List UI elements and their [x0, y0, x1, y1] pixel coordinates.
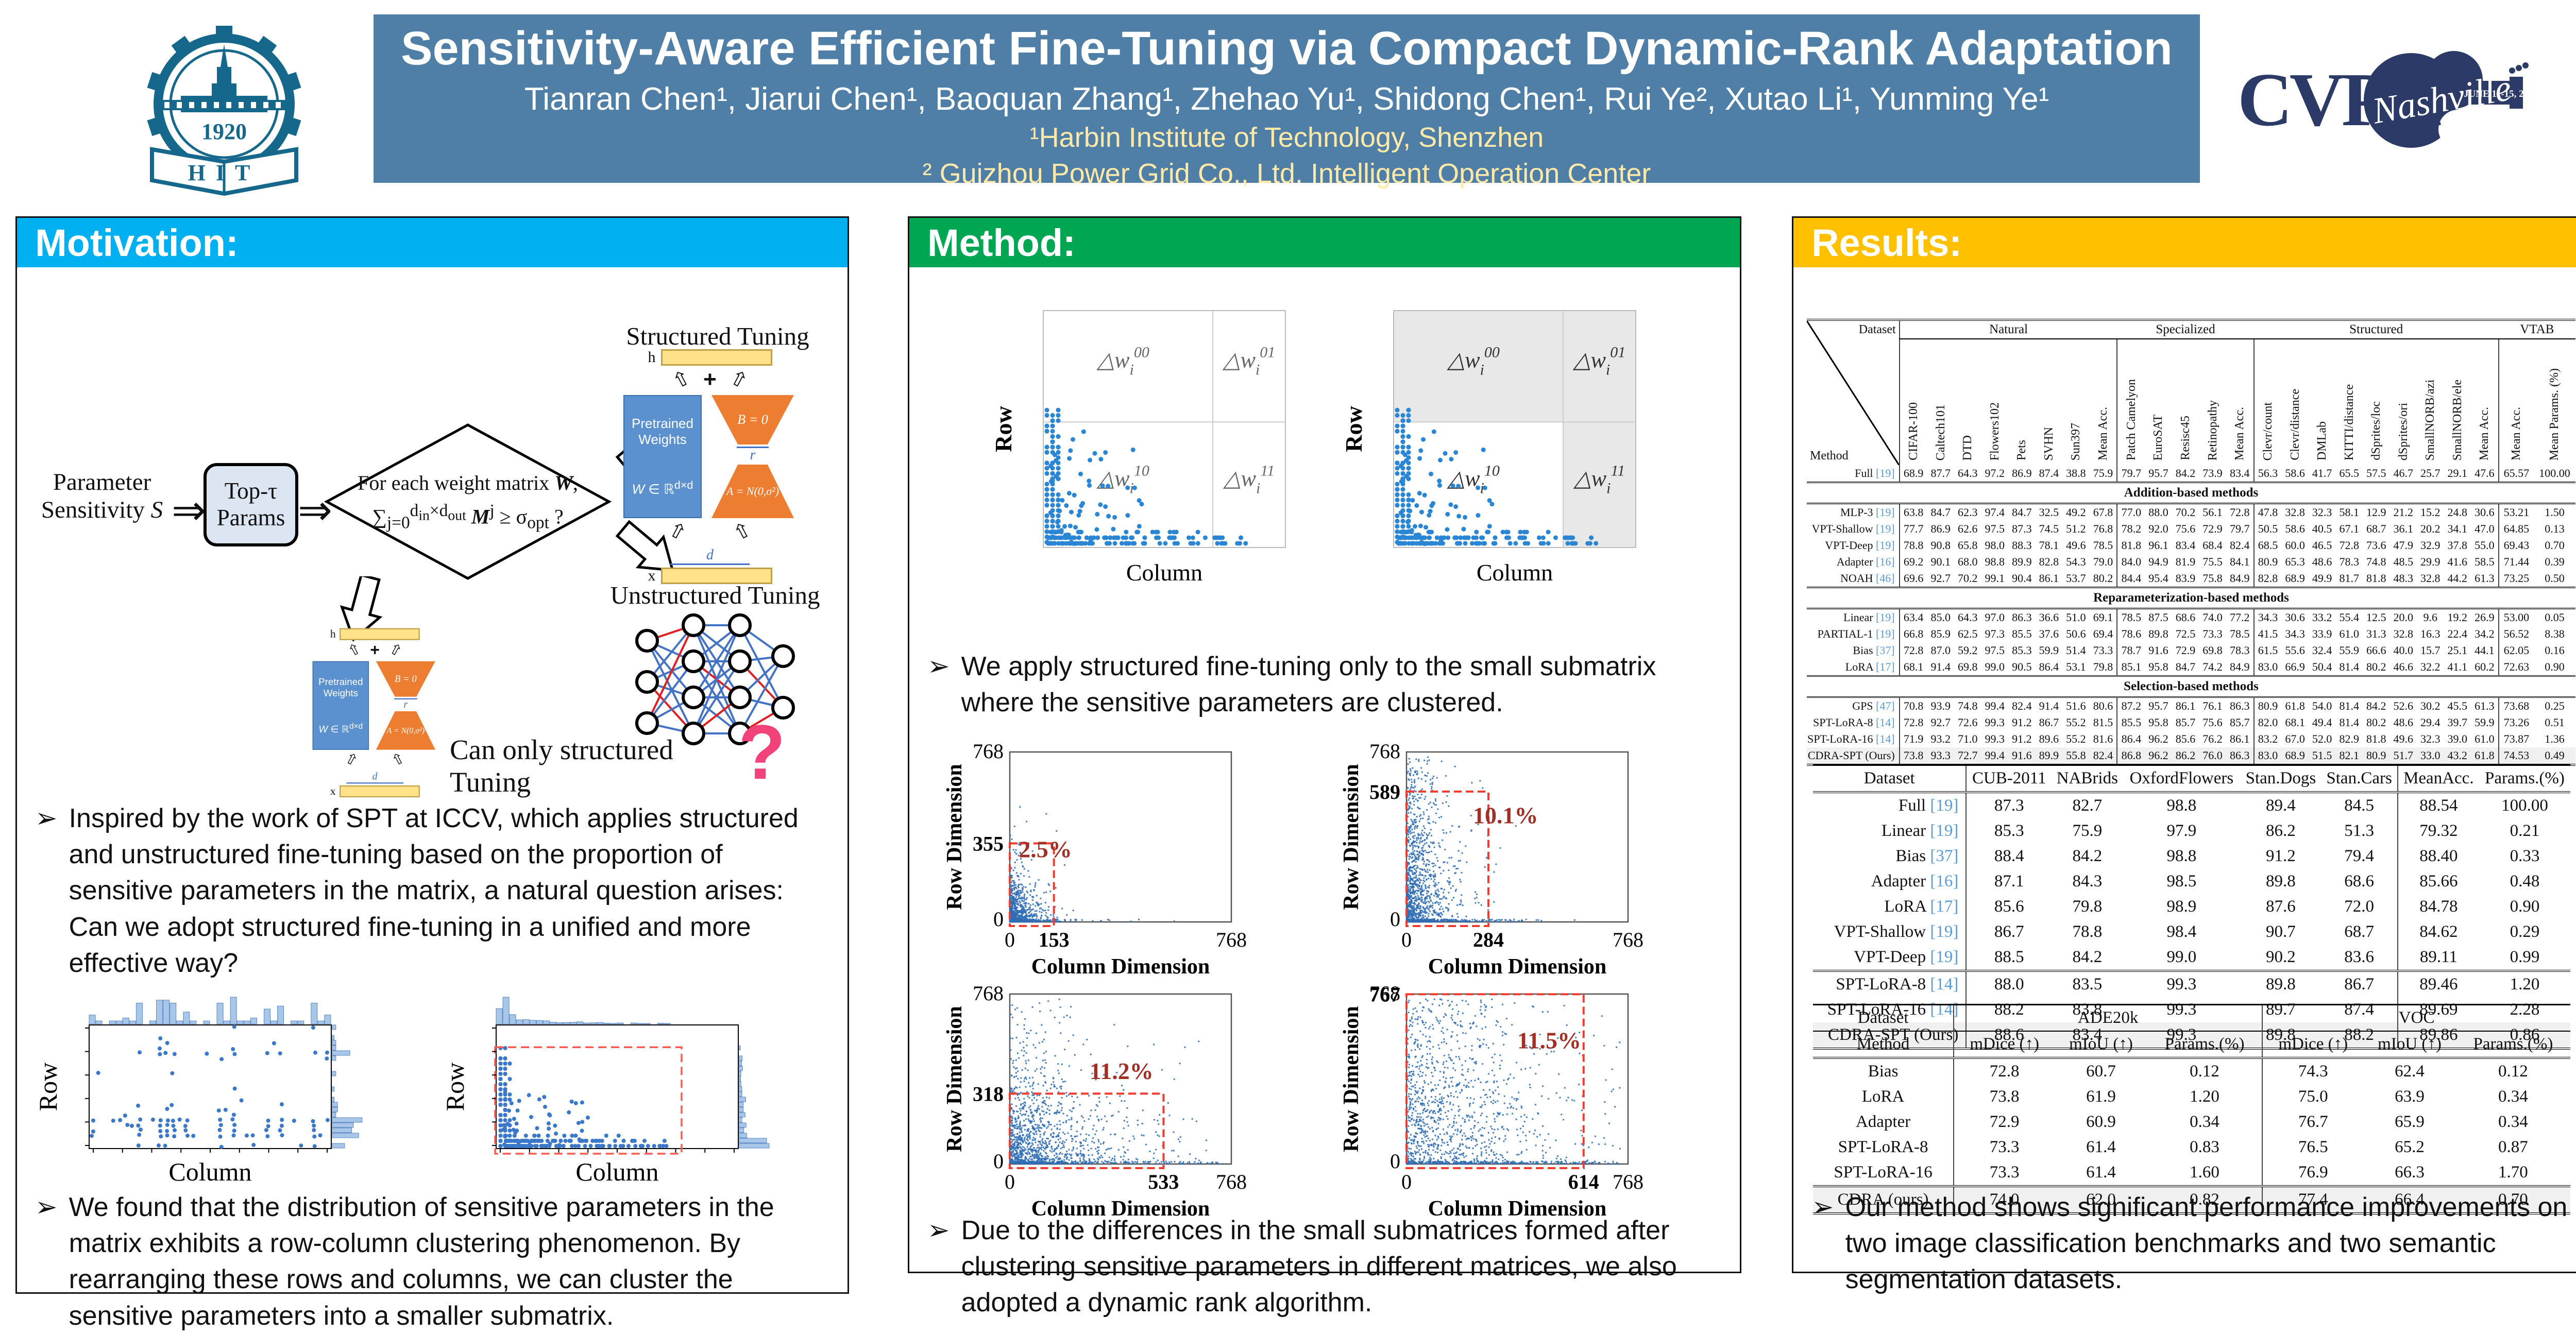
block-arrow-down-icon	[615, 520, 674, 572]
svg-text:JUNE 11-15, 2025: JUNE 11-15, 2025	[2464, 89, 2532, 99]
svg-text:768: 768	[1369, 740, 1400, 763]
svg-text:768: 768	[1613, 928, 1643, 951]
segmentation-table: Dataset ADE20k VOC Method mDice (↑) mIoU (↑) P…	[1813, 1004, 2570, 1214]
motivation-heading: Motivation:	[17, 218, 848, 267]
structured-tuning-label: Structured Tuning	[626, 322, 809, 350]
jointplot-before: Row Column	[30, 991, 421, 1192]
lora-diagram-small: h ⇧ + ⇧ Pretrained Weights W ∈ ℝd×d B = 0 r …	[308, 628, 442, 798]
svg-text:Row Dimension: Row Dimension	[943, 764, 967, 910]
method-bullet-2: ➢ Due to the differences in the small su…	[927, 1212, 1716, 1321]
bullet-arrow-icon: ➢	[927, 652, 950, 681]
svg-text:Column: Column	[575, 1157, 658, 1186]
authors-line: Tianran Chen¹, Jiarui Chen¹, Baoquan Zha…	[524, 81, 2049, 117]
svg-text:Row: Row	[33, 1063, 62, 1111]
svg-text:△wi11: △wi11	[1223, 462, 1275, 497]
double-arrow-icon: ⇒	[172, 487, 207, 533]
svg-text:Column: Column	[168, 1157, 251, 1186]
cvpr-nashville-logo: CVPR Nashville JUNE 11-15, 2025	[2233, 28, 2538, 167]
svg-text:△wi10: △wi10	[1096, 462, 1149, 497]
motivation-section: Motivation: Parameter Sensitivity S ⇒ To…	[15, 216, 849, 1331]
diamond-text: For each weight matrix W, ∑j=0din×dout M…	[358, 471, 578, 533]
dim-scatter-1: 2.5% 768 355 0 0 153 768 Row Dimension Column Di…	[933, 739, 1324, 979]
svg-text:768: 768	[1216, 928, 1247, 951]
svg-text:284: 284	[1473, 928, 1504, 951]
page-title: Sensitivity-Aware Efficient Fine-Tuning …	[401, 22, 2173, 75]
svg-text:Row: Row	[440, 1063, 469, 1111]
dim-scatter-3: 11.2% 768 318 0 0 533 768 Row Dimension Column D…	[933, 981, 1324, 1221]
dim-scatter-2: 10.1% 768 589 0 0 284 768 Row Dimension Column D…	[1329, 739, 1721, 979]
svg-text:Column Dimension: Column Dimension	[1428, 955, 1607, 975]
svg-text:△wi00: △wi00	[1446, 344, 1500, 378]
results-heading: Results:	[1793, 218, 2576, 267]
bullet-arrow-icon: ➢	[927, 1216, 950, 1245]
parameter-sensitivity-label: Parameter Sensitivity S	[41, 469, 163, 523]
vtab-benchmark-table: Dataset Method Natural Specialized Structure…	[1807, 319, 2575, 766]
svg-text:Row Dimension: Row Dimension	[1340, 764, 1363, 910]
dim-scatter-4: 11.5% 768 767 0 0 614 768 Row Dimension Column D…	[1329, 981, 1721, 1221]
svg-text:△wi01: △wi01	[1572, 344, 1626, 378]
svg-text:HIT: HIT	[188, 160, 261, 185]
svg-text:△wi00: △wi00	[1096, 344, 1149, 378]
affiliation-1: ¹Harbin Institute of Technology, Shenzhe…	[1029, 122, 1544, 153]
svg-text:△wi10: △wi10	[1446, 462, 1500, 497]
motivation-bullet-1: ➢ Inspired by the work of SPT at ICCV, w…	[35, 800, 823, 981]
results-section: Results: Dataset Method Natural Specialized…	[1792, 216, 2576, 1294]
svg-text:1920: 1920	[201, 119, 247, 144]
svg-text:CVPR: CVPR	[2238, 58, 2441, 142]
double-arrow-icon: ⇒	[298, 487, 333, 533]
svg-text:△wi11: △wi11	[1573, 462, 1625, 497]
svg-text:355: 355	[973, 832, 1004, 855]
block-arrow-bottom-icon	[340, 576, 383, 642]
svg-text:0: 0	[1005, 928, 1015, 951]
title-banner: Sensitivity-Aware Efficient Fine-Tuning …	[374, 14, 2200, 189]
question-mark: ?	[738, 709, 786, 795]
svg-text:Row: Row	[990, 406, 1016, 452]
jointplot-after: Row Column	[437, 991, 828, 1192]
svg-text:Column: Column	[1126, 559, 1202, 586]
results-bullet: ➢ Our method shows significant performan…	[1811, 1189, 2569, 1298]
method-section: Method: △wi00 △wi01 △wi10 △wi11 Row Column △w…	[908, 216, 1741, 1317]
unstructured-network-diagram	[633, 610, 798, 754]
svg-text:△wi01: △wi01	[1222, 344, 1276, 378]
svg-text:0: 0	[1401, 928, 1412, 951]
vtab-table: Dataset Method Natural Specialized Structure…	[1807, 319, 2575, 766]
svg-text:Row: Row	[1341, 406, 1367, 452]
unstructured-tuning-label: Unstructured Tuning	[610, 581, 820, 609]
svg-text:589: 589	[1369, 780, 1400, 803]
structured-tuning-lora-diagram: h ⇧ + ⇧ Pretrained Weights W ∈ ℝd×d B = 0 r …	[617, 349, 803, 585]
svg-text:153: 153	[1039, 928, 1070, 951]
bullet-arrow-icon: ➢	[35, 803, 58, 833]
svg-text:2.5%: 2.5%	[1019, 836, 1072, 863]
bullet-arrow-icon: ➢	[1811, 1192, 1834, 1222]
svg-text:Column: Column	[1477, 559, 1553, 586]
svg-text:Column Dimension: Column Dimension	[1031, 955, 1210, 975]
decision-diamond	[324, 423, 612, 580]
bullet-arrow-icon: ➢	[35, 1192, 58, 1222]
svg-text:768: 768	[973, 740, 1004, 763]
method-bullet-1: ➢ We apply structured fine-tuning only t…	[927, 648, 1716, 721]
question-text: Can only structured Tuning	[450, 734, 673, 798]
quadrant-plot-shaded: △wi00 △wi01 △wi10 △wi11 Row Column	[1332, 303, 1667, 615]
method-heading: Method:	[909, 218, 1740, 267]
top-tau-params-box: Top-τ Params	[204, 463, 298, 546]
motivation-bullet-2: ➢ We found that the distribution of sens…	[35, 1189, 823, 1334]
affiliation-2: ² Guizhou Power Grid Co., Ltd. Intellige…	[922, 158, 1651, 189]
seg-table: Dataset ADE20k VOC Method mDice (↑) mIoU (↑) P…	[1813, 1004, 2570, 1214]
quadrant-plot-plain: △wi00 △wi01 △wi10 △wi11 Row Column	[981, 303, 1316, 615]
hit-university-logo: 1920 HIT	[121, 26, 327, 201]
svg-text:10.1%: 10.1%	[1473, 802, 1538, 829]
svg-text:0: 0	[993, 908, 1004, 931]
svg-text:0: 0	[1390, 908, 1400, 931]
